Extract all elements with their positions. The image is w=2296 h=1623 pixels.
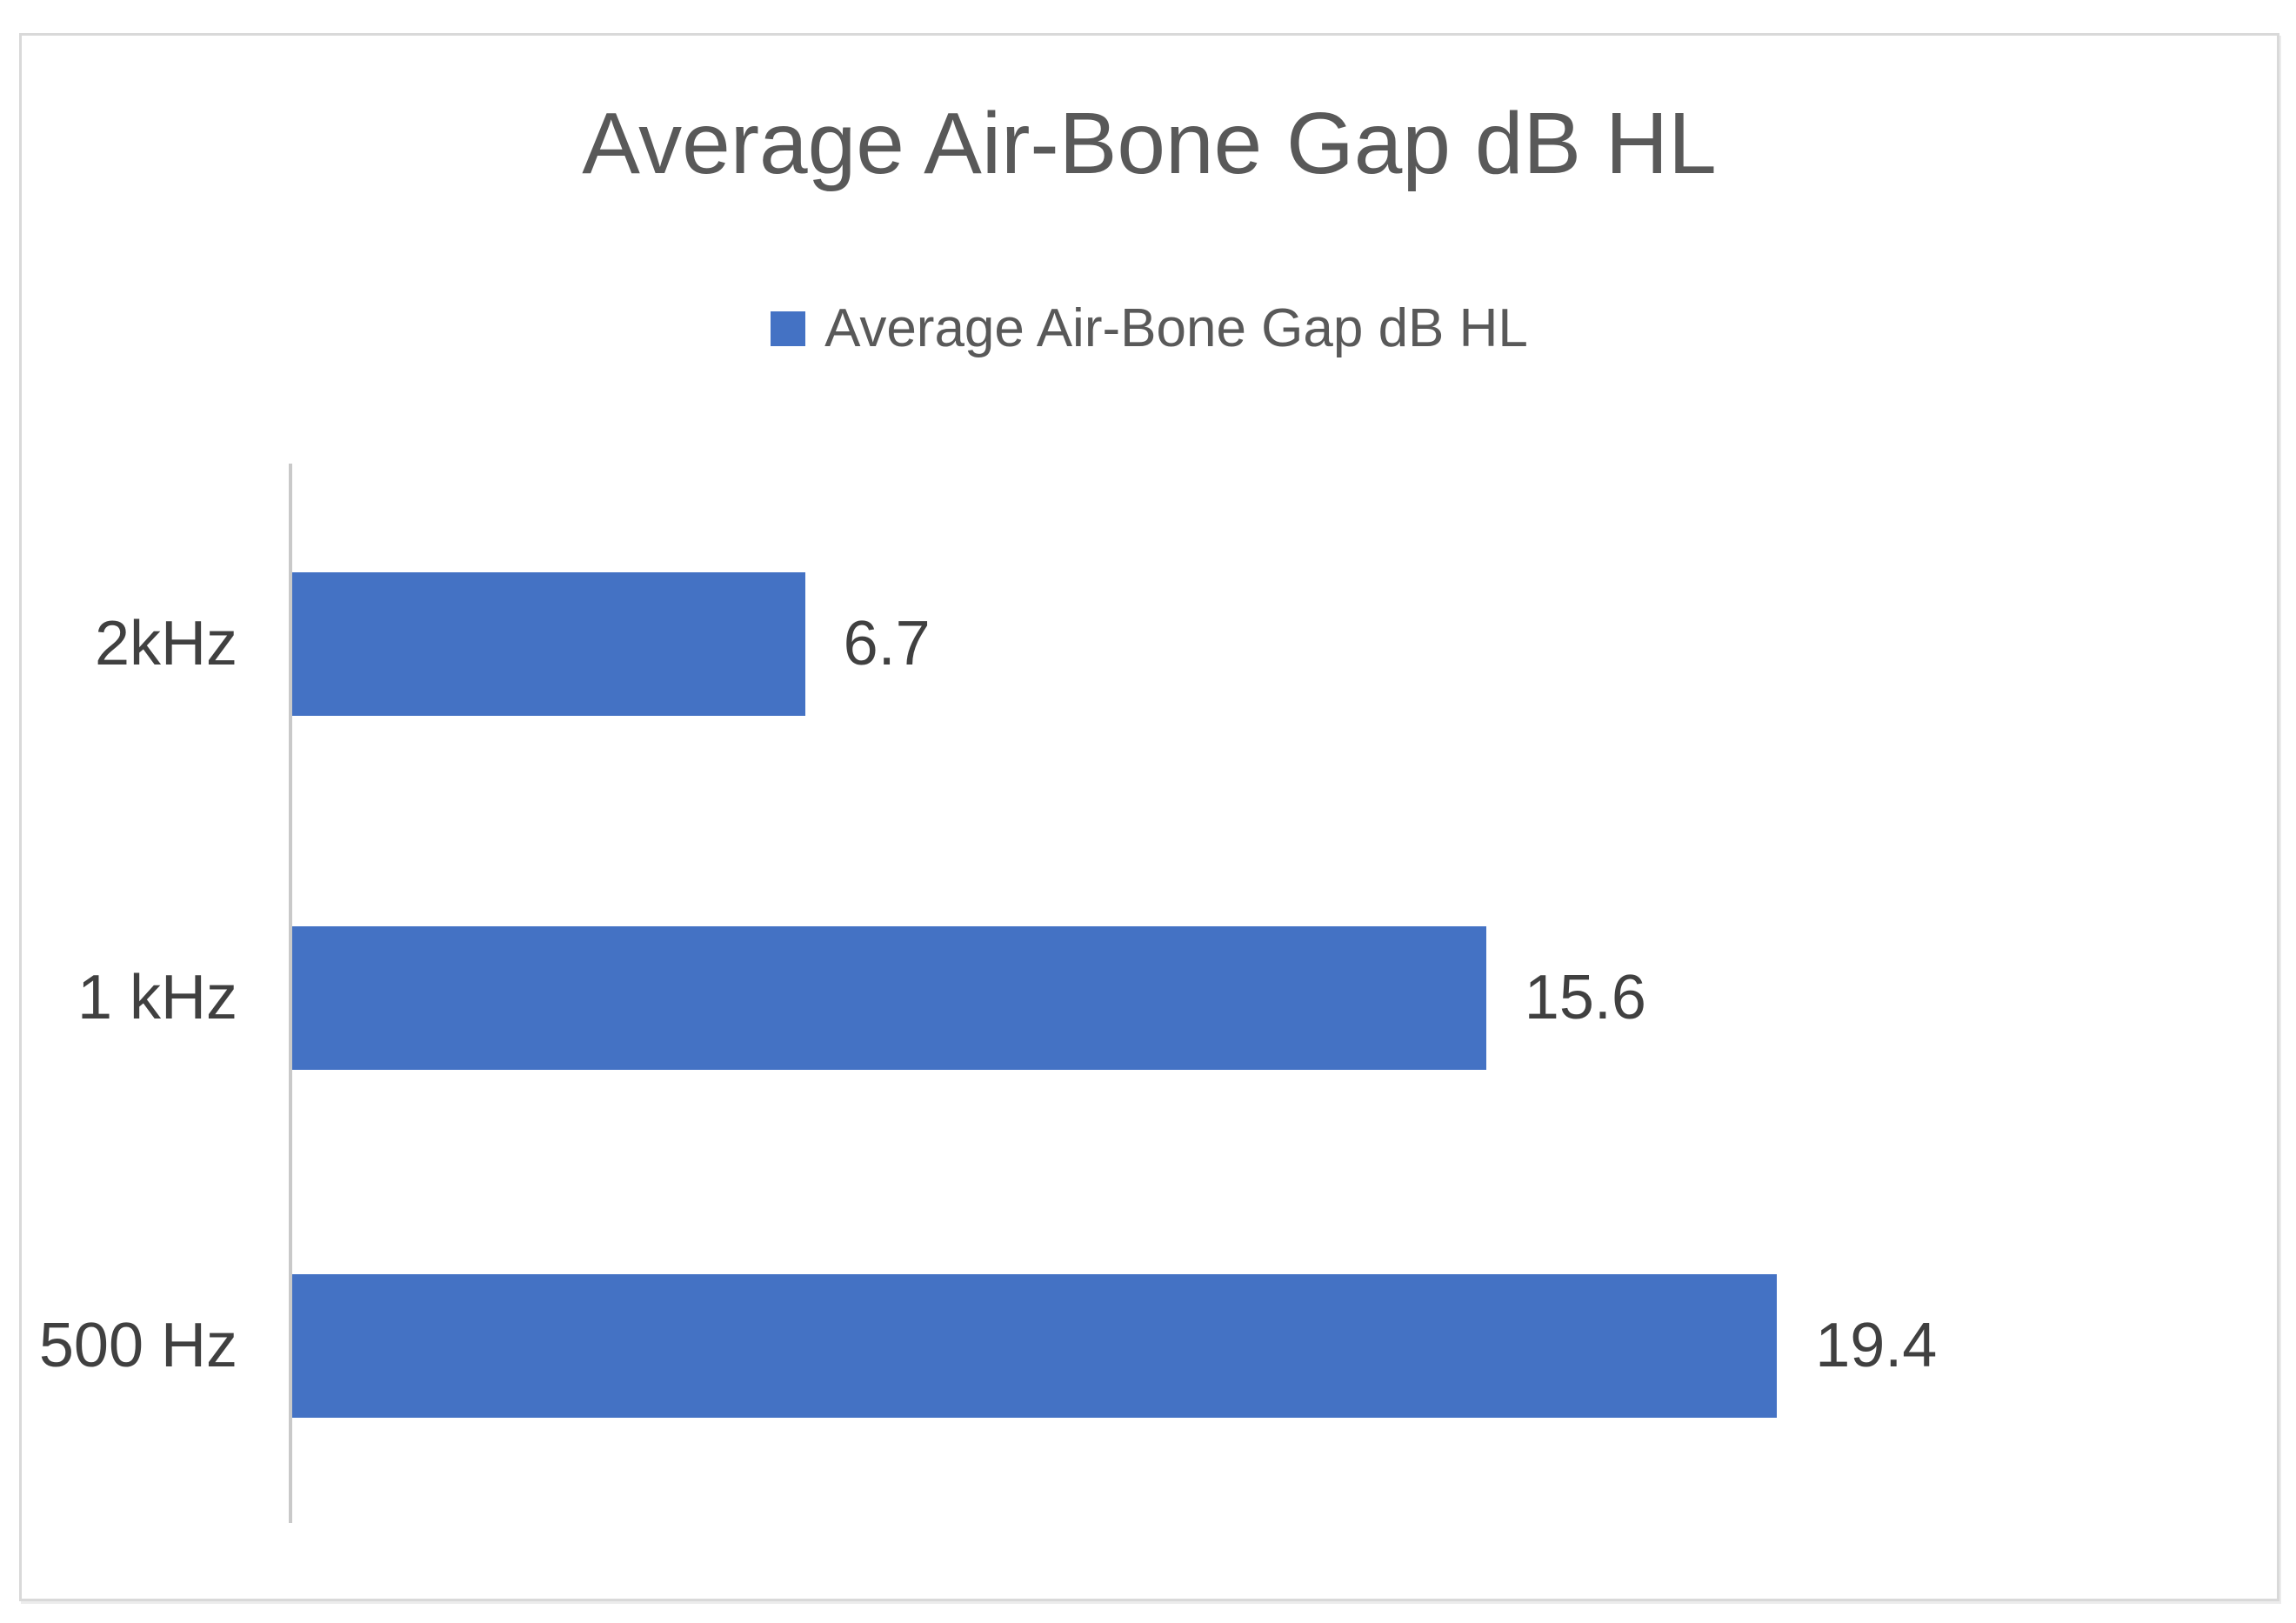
bar-1khz — [292, 926, 1486, 1070]
chart-frame: Average Air-Bone Gap dB HL Average Air-B… — [19, 33, 2279, 1601]
data-label-500hz: 19.4 — [1815, 1311, 1938, 1380]
chart-title: Average Air-Bone Gap dB HL — [582, 95, 1717, 192]
category-label-500hz: 500 Hz — [38, 1311, 237, 1380]
legend-marker-icon — [771, 311, 806, 346]
data-label-2khz: 6.7 — [843, 609, 931, 678]
category-label-1khz: 1 kHz — [77, 963, 237, 1032]
category-label-2khz: 2kHz — [94, 609, 237, 678]
data-label-1khz: 15.6 — [1524, 963, 1646, 1032]
bar-500hz — [292, 1274, 1778, 1418]
bar-2khz — [292, 572, 805, 716]
legend: Average Air-Bone Gap dB HL — [22, 297, 2277, 361]
legend-label: Average Air-Bone Gap dB HL — [824, 298, 1528, 358]
y-axis-line — [289, 464, 292, 1523]
